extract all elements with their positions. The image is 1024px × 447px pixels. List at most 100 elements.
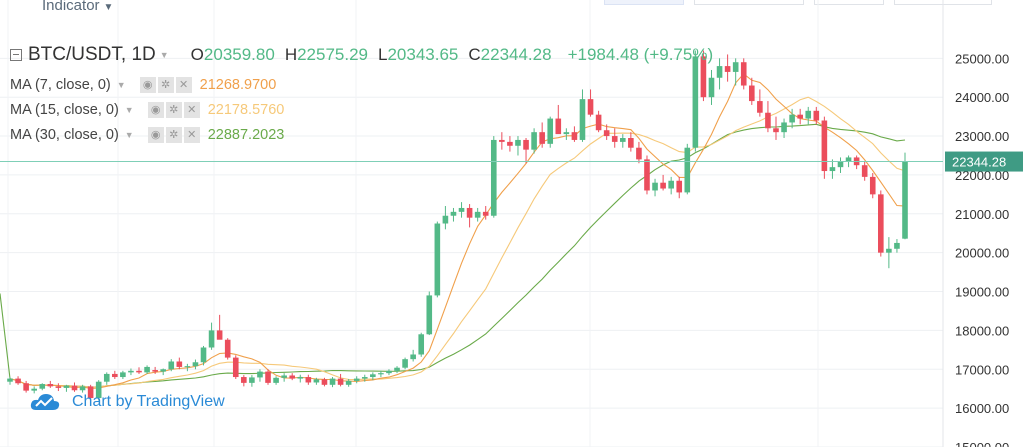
candle-body (394, 367, 400, 371)
close-key: C (468, 45, 481, 64)
candle-body (313, 379, 320, 383)
change-value: +1984.48 (+9.75%) (567, 45, 714, 64)
indicator-row-ma30[interactable]: MA (30, close, 0) ▼ ◉ ✲ ✕ 22887.2023 (10, 122, 713, 147)
candle-body (837, 161, 844, 168)
candle-body (773, 128, 779, 133)
candle-body (7, 378, 13, 382)
candle-body (345, 380, 352, 385)
candle-body (370, 374, 376, 378)
candle-body (757, 101, 763, 113)
candle-body (87, 386, 94, 399)
cloud-logo-icon (30, 394, 60, 410)
candle-body (789, 114, 795, 123)
low-value: 20343.65 (387, 45, 459, 64)
indicator-value: 22887.2023 (207, 126, 285, 143)
caret-down-icon: ▼ (103, 2, 114, 13)
candle-body (232, 357, 239, 378)
gear-icon[interactable]: ✲ (157, 76, 174, 93)
candle-body (611, 136, 618, 142)
y-tick-label: 18000.00 (955, 323, 1009, 338)
candle-body (192, 362, 199, 367)
candle-body (515, 139, 521, 146)
candle-body (281, 375, 287, 378)
candle-body (547, 118, 554, 144)
close-icon[interactable]: ✕ (175, 76, 192, 93)
candle-body (619, 138, 626, 142)
symbol-name[interactable]: BTC/USDT, 1D (28, 44, 156, 65)
chart-legend: BTC/USDT, 1D ▼ O 20359.80 H 22575.29 L 2034… (10, 44, 713, 147)
candle-body (402, 359, 408, 368)
candle-body (676, 180, 683, 193)
ma30-line (0, 123, 906, 388)
candle-body (418, 334, 425, 355)
last-price-label: 22344.28 (952, 155, 1006, 170)
chevron-down-icon[interactable]: ▼ (159, 50, 169, 60)
top-toolbar: Indicator ▼ (0, 0, 1024, 22)
candle-body (321, 379, 328, 385)
ma15-line (9, 96, 906, 388)
chevron-down-icon[interactable]: ▼ (124, 129, 134, 140)
toolbar-tab-1[interactable] (604, 0, 684, 5)
candle-body (813, 110, 820, 121)
open-key: O (190, 45, 204, 64)
candle-body (257, 371, 263, 378)
candle-body (660, 182, 666, 189)
tradingview-watermark[interactable]: Chart by TradingView (30, 392, 225, 412)
indicator-label: Indicator (42, 0, 100, 14)
candle-body (829, 167, 836, 172)
candle-body (652, 182, 658, 191)
indicator-row-ma7[interactable]: MA (7, close, 0) ▼ ◉ ✲ ✕ 21268.9700 (10, 72, 713, 97)
candle-body (168, 361, 175, 370)
eye-icon[interactable]: ◉ (147, 126, 164, 143)
candle-body (644, 159, 650, 191)
collapse-icon[interactable] (10, 49, 22, 61)
candle-body (289, 375, 296, 379)
toolbar-tab-3[interactable] (814, 0, 884, 5)
ma7-line (9, 73, 906, 389)
candle-body (886, 248, 892, 253)
indicator-value: 21268.9700 (199, 76, 277, 93)
indicator-button[interactable]: Indicator ▼ (42, 0, 113, 14)
candle-body (708, 77, 715, 98)
candle-body (361, 377, 368, 379)
indicator-row-ma15[interactable]: MA (15, close, 0) ▼ ◉ ✲ ✕ 22178.5760 (10, 97, 713, 122)
chevron-down-icon[interactable]: ▼ (116, 79, 126, 90)
candle-body (305, 377, 312, 383)
candle-body (579, 99, 586, 140)
gear-icon[interactable]: ✲ (165, 101, 182, 118)
candle-body (337, 378, 344, 385)
candle-body (684, 147, 691, 193)
candle-body (112, 373, 118, 378)
candle-body (749, 85, 755, 102)
high-key: H (284, 45, 298, 64)
candle-body (466, 207, 473, 218)
last-price-badge (945, 151, 1023, 172)
gear-icon[interactable]: ✲ (165, 126, 182, 143)
candle-body (353, 378, 360, 381)
candle-body (523, 139, 529, 150)
candle-body (628, 138, 634, 148)
close-value: 22344.28 (480, 45, 552, 64)
y-tick-label: 16000.00 (955, 401, 1009, 416)
candle-body (103, 373, 110, 382)
candle-body (128, 370, 134, 373)
candle-body (603, 130, 610, 137)
candle-body (805, 110, 812, 119)
candle-body (861, 165, 868, 177)
candle-body (378, 373, 384, 375)
candle-body (490, 139, 497, 216)
candle-body (386, 370, 392, 374)
candle-body (184, 366, 191, 368)
close-icon[interactable]: ✕ (183, 101, 200, 118)
candle-body (79, 386, 86, 391)
open-value: 20359.80 (203, 45, 275, 64)
chevron-down-icon[interactable]: ▼ (124, 104, 134, 115)
eye-icon[interactable]: ◉ (147, 101, 164, 118)
eye-icon[interactable]: ◉ (139, 76, 156, 93)
toolbar-tab-2[interactable] (694, 0, 804, 5)
candle-body (55, 386, 62, 388)
candle-body (692, 56, 699, 148)
y-tick-label: 17000.00 (955, 362, 1009, 377)
candle-body (482, 211, 489, 216)
close-icon[interactable]: ✕ (183, 126, 200, 143)
